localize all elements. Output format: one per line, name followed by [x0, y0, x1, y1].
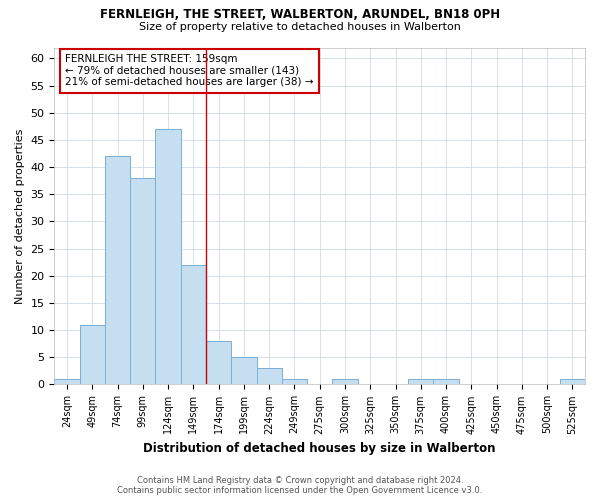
Bar: [130, 178, 155, 384]
Text: Contains HM Land Registry data © Crown copyright and database right 2024.
Contai: Contains HM Land Registry data © Crown c…: [118, 476, 482, 495]
Bar: [105, 156, 130, 384]
Bar: [257, 368, 282, 384]
Text: FERNLEIGH, THE STREET, WALBERTON, ARUNDEL, BN18 0PH: FERNLEIGH, THE STREET, WALBERTON, ARUNDE…: [100, 8, 500, 20]
Bar: [206, 341, 231, 384]
Bar: [80, 324, 105, 384]
Bar: [560, 379, 585, 384]
Bar: [55, 379, 80, 384]
Bar: [433, 379, 458, 384]
Bar: [231, 358, 257, 384]
Bar: [332, 379, 358, 384]
Bar: [181, 265, 206, 384]
Bar: [282, 379, 307, 384]
Text: FERNLEIGH THE STREET: 159sqm
← 79% of detached houses are smaller (143)
21% of s: FERNLEIGH THE STREET: 159sqm ← 79% of de…: [65, 54, 314, 88]
Bar: [408, 379, 433, 384]
Text: Size of property relative to detached houses in Walberton: Size of property relative to detached ho…: [139, 22, 461, 32]
X-axis label: Distribution of detached houses by size in Walberton: Distribution of detached houses by size …: [143, 442, 496, 455]
Y-axis label: Number of detached properties: Number of detached properties: [15, 128, 25, 304]
Bar: [155, 129, 181, 384]
